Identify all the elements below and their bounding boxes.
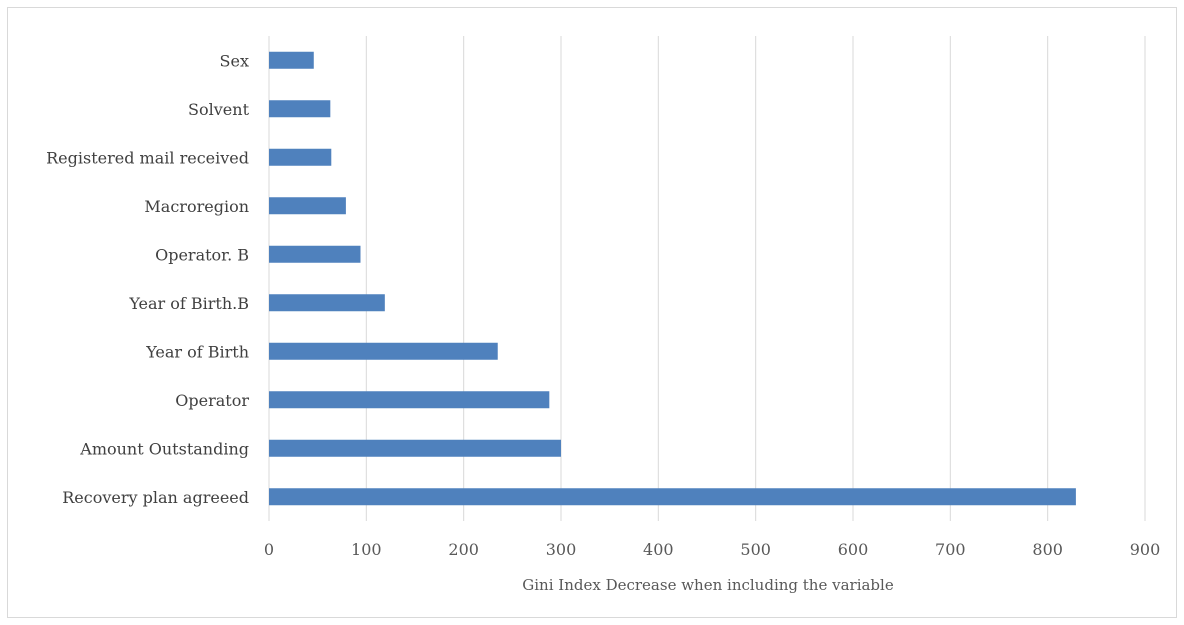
bar-registered-mail-received [269,148,332,166]
bar-macroregion [269,197,346,215]
category-label: Operator. B [155,245,249,264]
category-label: Recovery plan agreeed [62,488,249,507]
category-label: Operator [175,391,249,410]
x-tick-label: 900 [1130,540,1161,559]
category-label: Macroregion [144,197,249,216]
x-tick-labels: 0 100 200 300 400 500 600 700 800 900 [264,540,1160,559]
x-tick-label: 100 [351,540,382,559]
x-tick-label: 500 [740,540,771,559]
bar-amount-outstanding [269,439,561,457]
category-label: Year of Birth [145,342,249,361]
chart-frame [7,7,1177,618]
category-label: Solvent [188,100,250,119]
x-tick-label: 300 [546,540,577,559]
x-tick-label: 400 [643,540,674,559]
bar-operator [269,391,550,409]
bar-year-of-birth [269,342,498,360]
bar-operator-b [269,245,361,263]
x-tick-label: 600 [838,540,869,559]
x-axis-title: Gini Index Decrease when including the v… [522,576,894,594]
bars [269,51,1076,506]
bar-solvent [269,100,331,118]
bar-year-of-birth-b [269,294,385,312]
category-label: Amount Outstanding [79,439,249,458]
category-label: Year of Birth.B [128,294,249,313]
category-labels: Recovery plan agreeed Amount Outstanding O… [46,51,249,507]
x-tick-label: 800 [1032,540,1063,559]
category-label: Registered mail received [46,148,249,167]
x-tick-label: 0 [264,540,274,559]
bar-recovery-plan-agreeed [269,488,1076,506]
category-label: Sex [220,51,249,70]
bar-sex [269,51,314,69]
x-tick-label: 200 [448,540,479,559]
x-tick-label: 700 [935,540,966,559]
